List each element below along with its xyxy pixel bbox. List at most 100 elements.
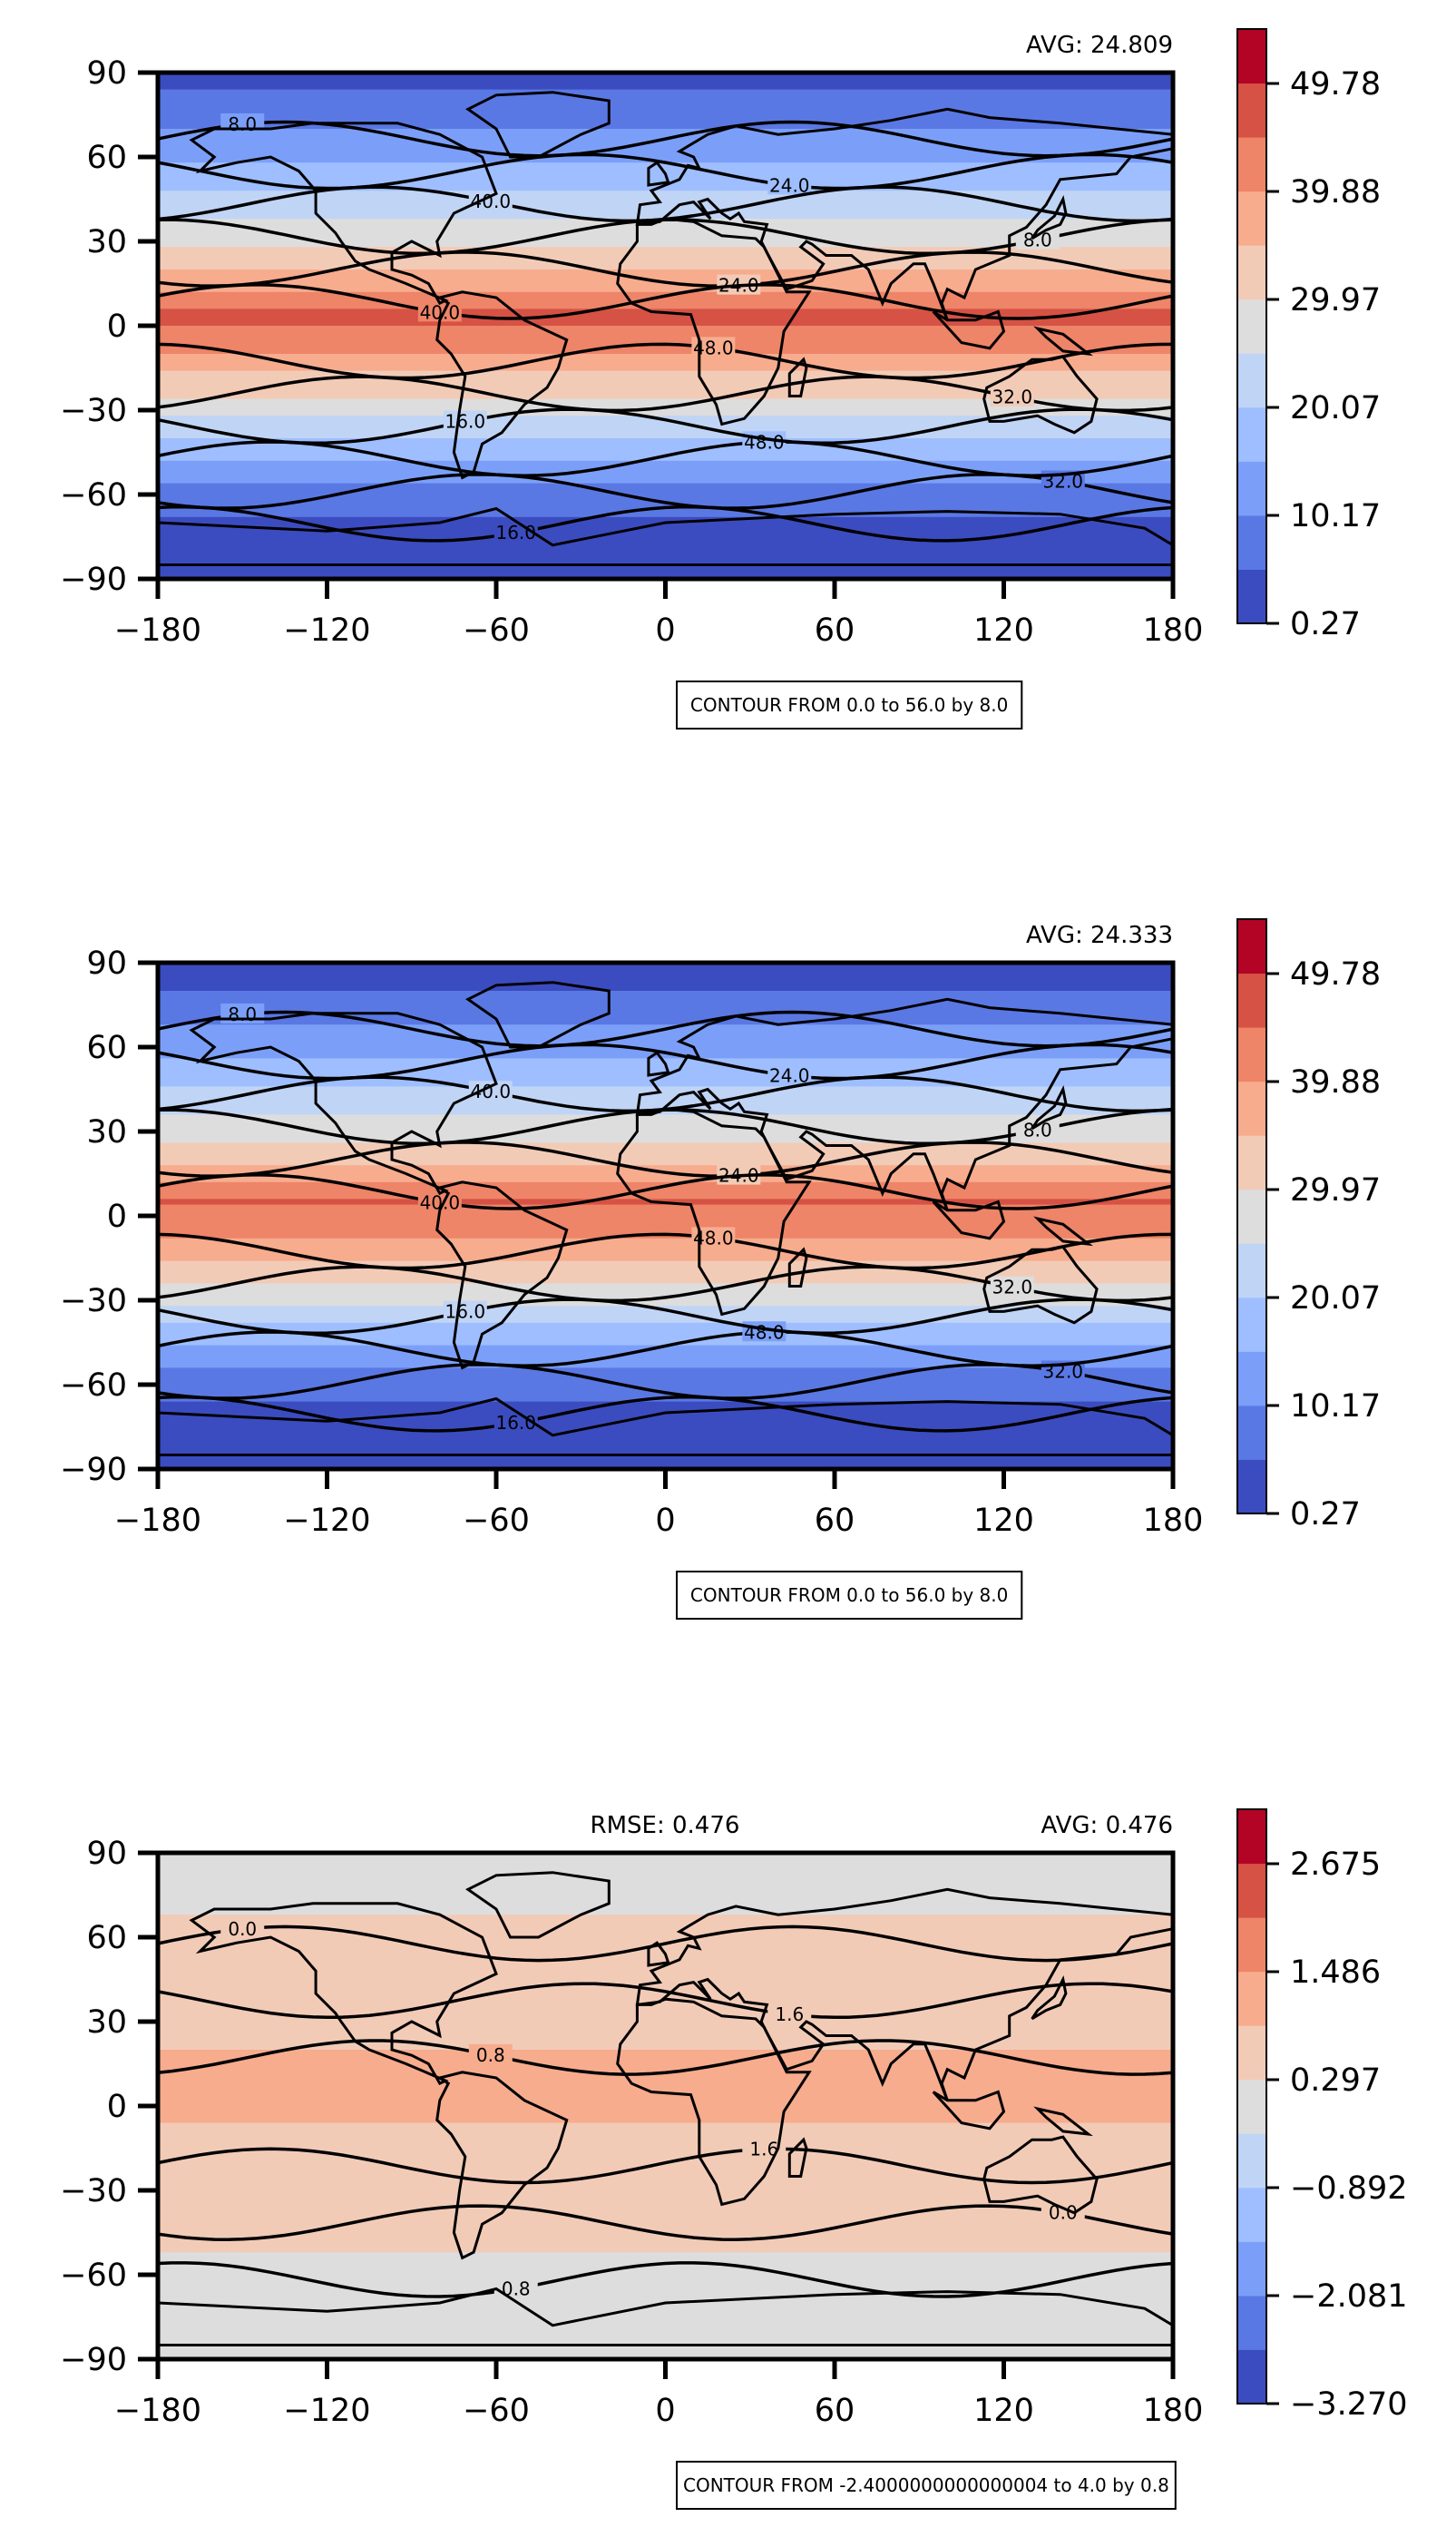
map-cell: [158, 2043, 1173, 2051]
colorbar-tick-label: 39.88: [1290, 174, 1381, 211]
colorbar-swatch: [1237, 83, 1266, 138]
map-cell: [158, 94, 1173, 102]
map-cell: [158, 2100, 1173, 2107]
map-cell: [158, 2072, 1173, 2079]
colorbar-swatch: [1237, 1135, 1266, 1190]
map-cell: [158, 974, 1173, 981]
map-cell: [158, 2336, 1173, 2343]
contour-label: 0.8: [476, 2044, 505, 2066]
coastline: [787, 357, 808, 397]
contour-line: [157, 1396, 1174, 1433]
map-cell: [158, 2218, 1173, 2225]
colorbar-tick-label: 0.27: [1290, 606, 1361, 642]
contour-line: [157, 1173, 1174, 1210]
coastline: [1031, 194, 1068, 240]
map-cell: [158, 991, 1173, 997]
contour-line: [157, 2039, 1174, 2076]
map-cell: [158, 1971, 1173, 1977]
contour-label-bg: [767, 1064, 812, 1085]
map-cell: [158, 472, 1173, 478]
map-cell: [158, 979, 1173, 986]
contour-label-bg: [691, 1227, 736, 1248]
map-cell: [158, 1982, 1173, 1989]
map-cell: [158, 235, 1173, 242]
map-cell: [158, 2258, 1173, 2265]
map-cell: [158, 1300, 1173, 1307]
contour-line: [157, 440, 1174, 477]
contour-note-box: CONTOUR FROM 0.0 to 56.0 by 8.0: [676, 1571, 1023, 1620]
map-cell: [158, 382, 1173, 388]
map-cell: [158, 157, 1173, 163]
colorbar-swatch: [1237, 2187, 1266, 2242]
y-tick-label: 90: [86, 945, 127, 982]
map-cell: [158, 1114, 1173, 1121]
map-cell: [158, 252, 1173, 260]
colorbar-swatch: [1237, 137, 1266, 192]
coastline: [616, 1997, 812, 2207]
contour-label-bg: [1015, 1119, 1060, 1140]
map-cell: [158, 444, 1173, 450]
coastline: [982, 2135, 1099, 2215]
contour-line: [157, 1141, 1174, 1178]
coastline: [647, 161, 670, 187]
map-cell: [158, 2022, 1173, 2028]
contour-label-bg: [220, 1917, 265, 1938]
map-cell: [158, 1221, 1173, 1228]
map-cell: [158, 963, 1173, 969]
coastline: [647, 1941, 670, 1967]
map-panel-1: 8.016.024.032.040.048.08.016.024.032.040…: [60, 918, 1381, 1620]
map-cell: [158, 241, 1173, 248]
coastline: [435, 290, 569, 480]
x-tick-label: −120: [283, 2393, 370, 2429]
map-cell: [158, 191, 1173, 197]
map-cell: [158, 483, 1173, 490]
y-tick-label: −30: [60, 1283, 127, 1319]
coastline: [982, 355, 1099, 435]
colorbar-swatch: [1237, 973, 1266, 1028]
map-cell: [158, 534, 1173, 541]
map-cell: [158, 162, 1173, 169]
coastline: [616, 1107, 812, 1317]
contour-label-bg: [767, 2003, 812, 2024]
y-tick-label: 30: [86, 1114, 127, 1151]
map-cell: [158, 1266, 1173, 1273]
map-cell: [158, 410, 1173, 416]
map-cell: [158, 1041, 1173, 1048]
map-cell: [158, 201, 1173, 209]
map-cell: [158, 1441, 1173, 1447]
x-tick-label: 60: [815, 612, 855, 649]
x-tick-label: 180: [1143, 612, 1204, 649]
map-cell: [158, 460, 1173, 467]
map-cell: [158, 314, 1173, 321]
map-cell: [158, 2117, 1173, 2124]
map-cell: [158, 1328, 1173, 1335]
contour-label: 8.0: [228, 113, 257, 135]
colorbar-swatch: [1237, 569, 1266, 624]
map-cell: [158, 112, 1173, 119]
map-cell: [158, 117, 1173, 124]
map-cell: [158, 1853, 1173, 1859]
map-cell: [158, 1350, 1173, 1357]
map-cell: [158, 1920, 1173, 1927]
contour-line: [157, 250, 1174, 288]
y-tick-label: 90: [86, 55, 127, 92]
map-cell: [158, 263, 1173, 270]
map-cell: [158, 1148, 1173, 1155]
contour-label-bg: [493, 2277, 538, 2298]
coastline: [647, 1051, 670, 1077]
map-cell: [158, 1075, 1173, 1082]
contour-label-bg: [990, 386, 1034, 406]
contour-label: 16.0: [445, 411, 486, 433]
map-cell: [158, 2168, 1173, 2174]
map-cell: [158, 2291, 1173, 2298]
y-tick-label: −30: [60, 393, 127, 429]
contour-label-bg: [468, 1081, 513, 1102]
x-tick-label: 0: [655, 2393, 675, 2429]
map-cell: [158, 269, 1173, 276]
map-cell: [158, 1153, 1173, 1161]
map-cell: [158, 2083, 1173, 2090]
map-cell: [158, 1965, 1173, 1972]
map-cell: [158, 2156, 1173, 2163]
map-cell: [158, 2066, 1173, 2073]
colorbar-0: 49.78 39.88 29.97 20.07 10.17 0.27: [1236, 28, 1381, 642]
